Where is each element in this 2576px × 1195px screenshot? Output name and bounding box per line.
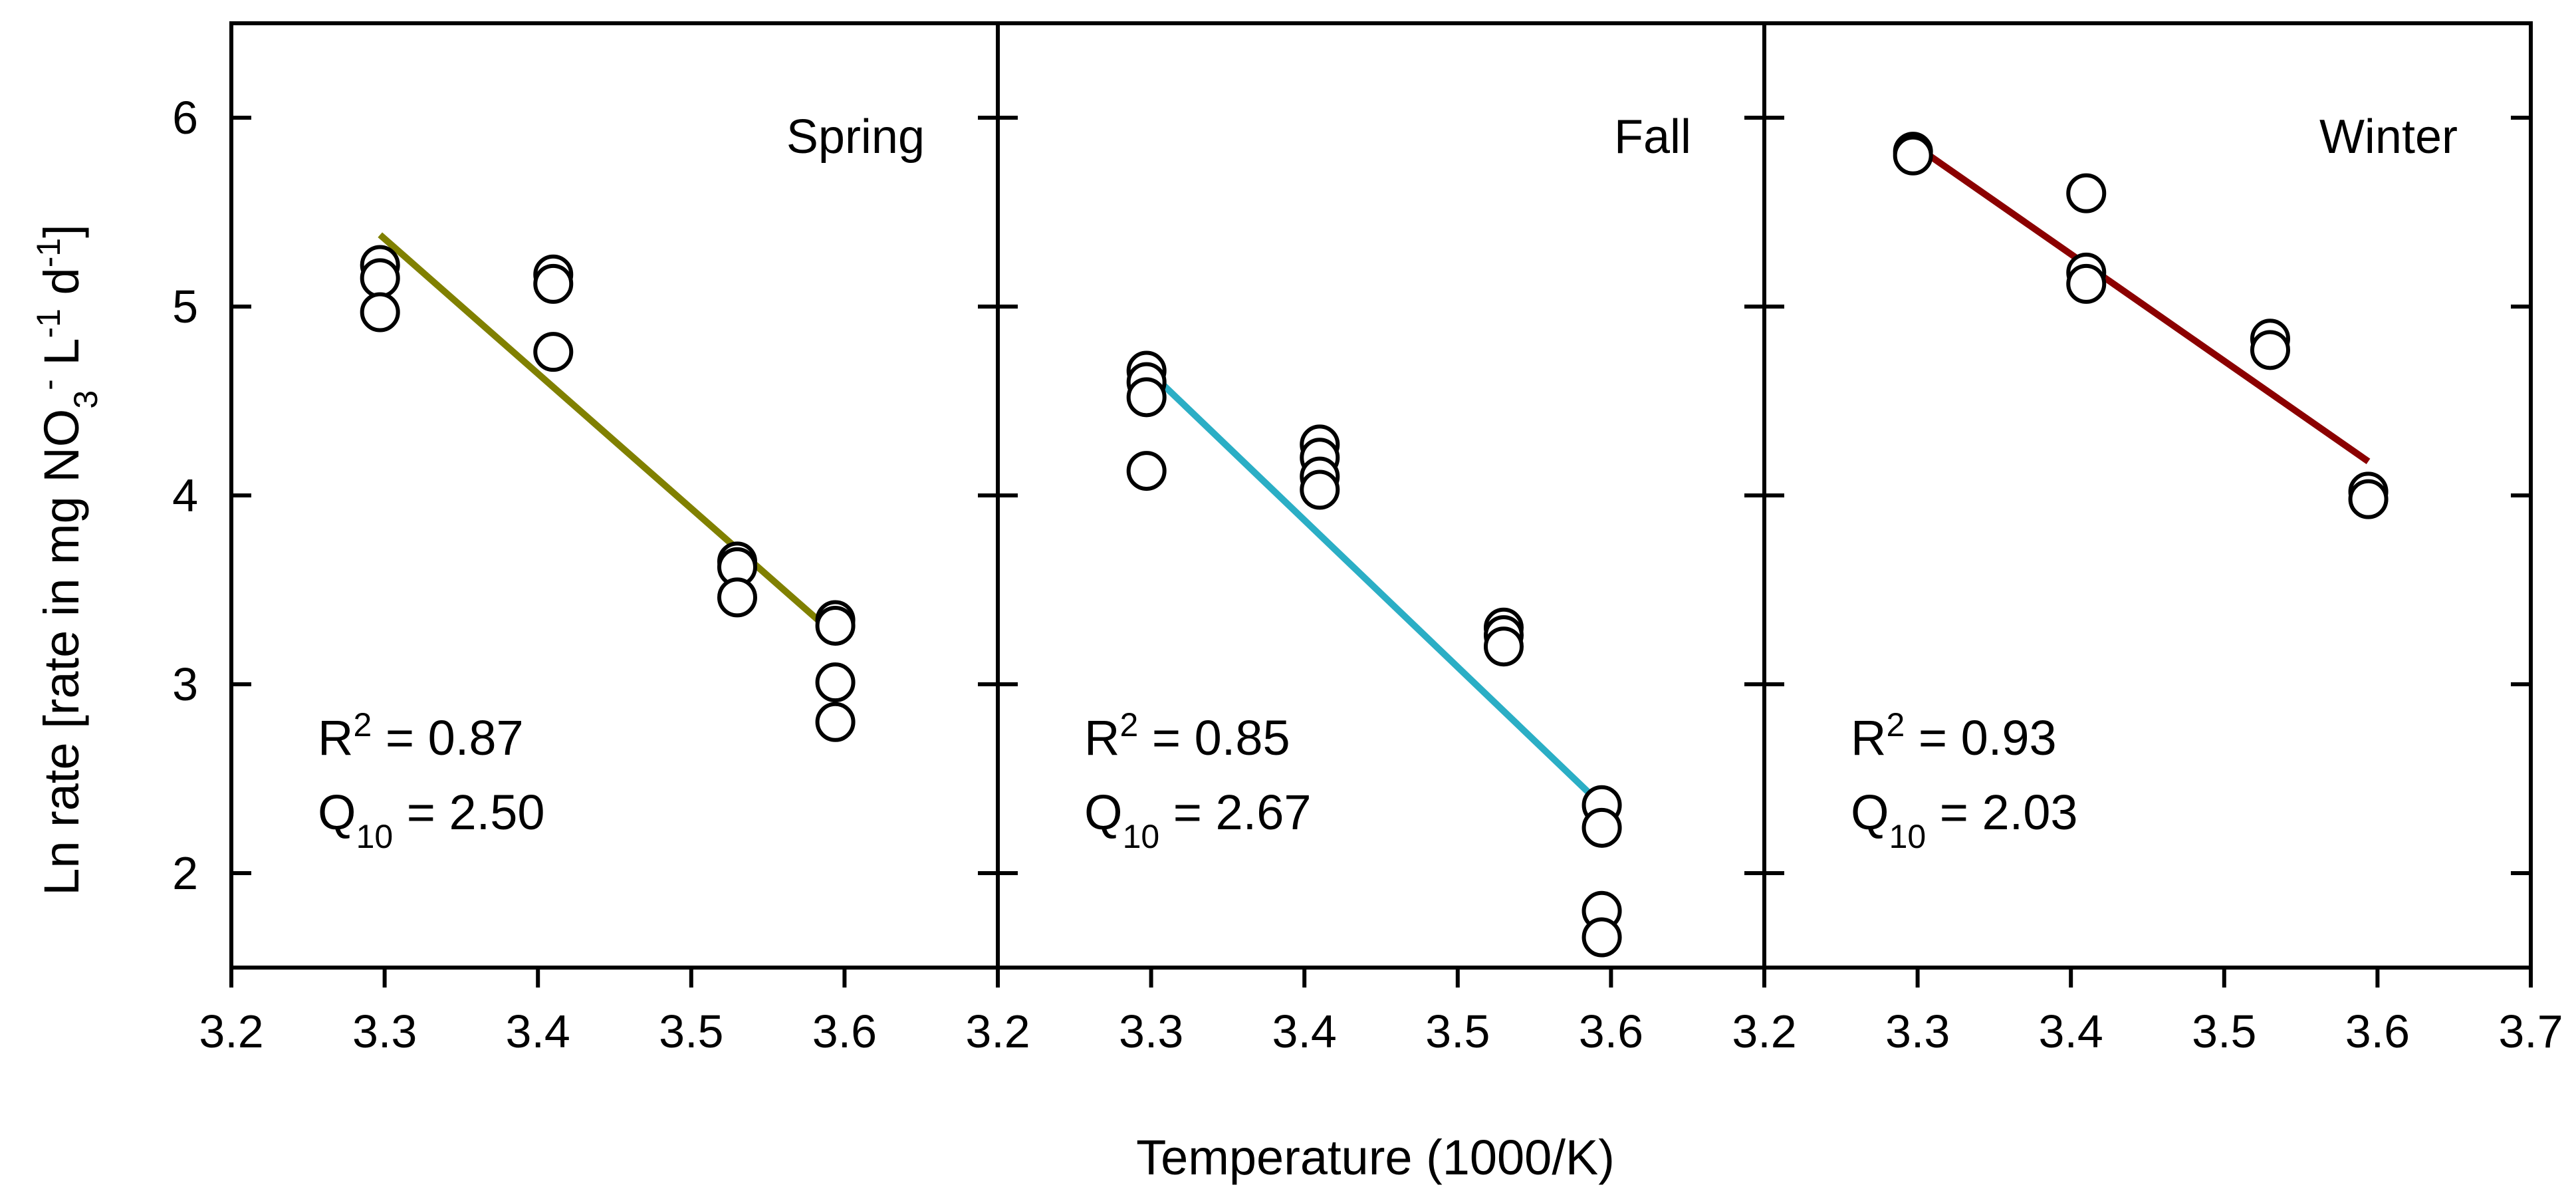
panel-winter: 3.2 3.3 3.4 3.5 3.6 3.7 Winter R2 = 0.93 Q10 = 2… xyxy=(1732,21,2563,1057)
data-point xyxy=(717,577,757,618)
data-point xyxy=(1126,451,1167,491)
data-point xyxy=(1300,469,1340,510)
y-tick-label: 3 xyxy=(172,658,198,710)
data-point xyxy=(2066,263,2107,304)
x-tick-label: 3.4 xyxy=(1272,1005,1337,1057)
y-tick-label: 6 xyxy=(172,92,198,144)
data-point xyxy=(2250,330,2290,370)
y-axis-title: Ln rate [rate in mg NO3- L-1 d-1] xyxy=(30,224,104,896)
season-label: Winter xyxy=(2319,110,2458,164)
data-point xyxy=(360,292,400,332)
y-axis-title-text: Ln rate [rate in mg NO3- L-1 d-1] xyxy=(30,224,104,896)
data-point xyxy=(815,605,856,646)
fit-line xyxy=(1911,141,2371,464)
data-point xyxy=(1893,135,1933,176)
x-tick-label: 3.4 xyxy=(506,1005,570,1057)
data-point xyxy=(360,258,400,299)
y-tick-label: 2 xyxy=(172,847,198,899)
panel-fall: 3.2 3.3 3.4 3.5 3.6 Fall R2 = 0.85 Q10 = 2.67 xyxy=(965,21,1766,1057)
data-point xyxy=(533,263,574,304)
r2-stat: R2 = 0.93 xyxy=(1851,706,2057,765)
x-tick-label: 3.3 xyxy=(1119,1005,1183,1057)
x-tick-label: 3.3 xyxy=(352,1005,417,1057)
data-point xyxy=(2348,479,2389,519)
q10-stat: Q10 = 2.03 xyxy=(1851,785,2078,855)
r2-stat: R2 = 0.87 xyxy=(318,706,524,765)
y-tick-label: 5 xyxy=(172,281,198,332)
data-point xyxy=(815,662,856,703)
data-point xyxy=(533,332,574,372)
x-tick-label: 3.5 xyxy=(1425,1005,1490,1057)
fit-line xyxy=(378,232,838,638)
season-label: Spring xyxy=(786,110,925,164)
x-tick-label: 3.5 xyxy=(659,1005,723,1057)
data-point xyxy=(815,702,856,742)
data-point xyxy=(1581,807,1622,848)
fit-line xyxy=(1144,366,1605,808)
x-tick-label: 3.3 xyxy=(1885,1005,1950,1057)
q10-stat: Q10 = 2.50 xyxy=(318,785,545,855)
data-point xyxy=(2066,173,2107,213)
y-tick-label: 4 xyxy=(172,469,198,521)
x-tick-label: 3.7 xyxy=(2498,1005,2563,1057)
x-tick-label: 3.6 xyxy=(2345,1005,2410,1057)
x-tick-label: 3.6 xyxy=(812,1005,877,1057)
r2-stat: R2 = 0.85 xyxy=(1084,706,1290,765)
plot-layer: 2 3 4 5 6 3.2 3.3 3.4 3.5 3.6 Spring R2 = 0.87 Q10 =… xyxy=(172,21,2563,1057)
x-tick-label: 3.2 xyxy=(199,1005,263,1057)
x-tick-label: 3.6 xyxy=(1579,1005,1643,1057)
data-point xyxy=(1126,377,1167,418)
data-point xyxy=(1581,917,1622,958)
panel-spring: 2 3 4 5 6 3.2 3.3 3.4 3.5 3.6 Spring R2 = 0.87 Q10 =… xyxy=(172,21,1000,1057)
x-tick-label: 3.2 xyxy=(1732,1005,1796,1057)
x-tick-label: 3.5 xyxy=(2192,1005,2256,1057)
data-point xyxy=(1483,626,1524,667)
x-tick-label: 3.4 xyxy=(2039,1005,2103,1057)
x-axis-title: Temperature (1000/K) xyxy=(1136,1130,1615,1185)
x-tick-label: 3.2 xyxy=(965,1005,1030,1057)
season-label: Fall xyxy=(1614,110,1691,164)
q10-stat: Q10 = 2.67 xyxy=(1084,785,1312,855)
